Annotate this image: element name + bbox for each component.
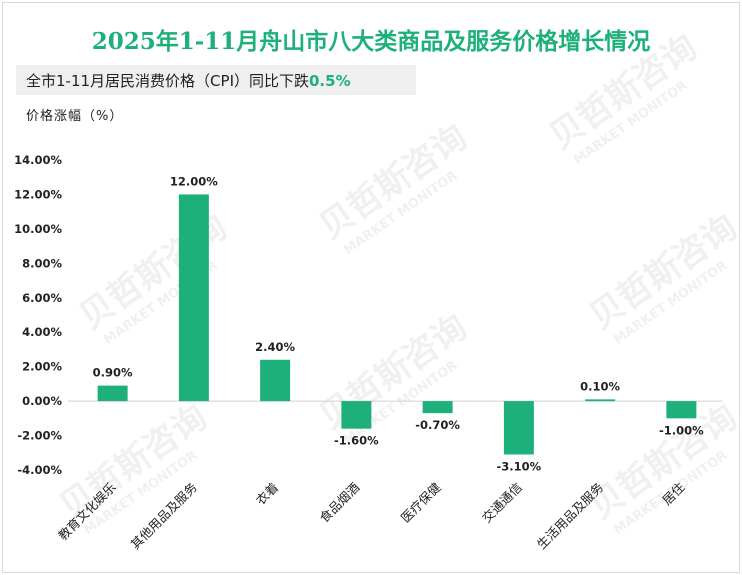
y-tick-label: 8.00%	[22, 256, 62, 270]
bar-layer	[97, 194, 697, 455]
subtitle-prefix: 全市1-11月居民消费价格（CPI）同比下跌	[26, 72, 309, 90]
y-tick-label: 12.00%	[14, 187, 62, 201]
y-tick-label: 14.00%	[14, 153, 62, 167]
y-tick-label: 2.00%	[22, 360, 62, 374]
bar	[97, 385, 128, 402]
y-tick-label: 0.00%	[22, 394, 62, 408]
bar	[585, 399, 616, 402]
category-label: 生活用品及服务	[534, 480, 606, 552]
category-label: 医疗保健	[398, 479, 444, 525]
data-label: 2.40%	[255, 340, 295, 354]
subtitle-box	[16, 65, 416, 95]
y-axis-label: 价格涨幅（%）	[26, 109, 124, 124]
y-tick-label: 10.00%	[14, 222, 62, 236]
bar	[178, 194, 209, 402]
subtitle: 全市1-11月居民消费价格（CPI）同比下跌0.5%	[26, 70, 351, 91]
bar	[341, 401, 372, 429]
y-tick-label: -2.00%	[17, 429, 62, 443]
data-label: -0.70%	[415, 418, 460, 432]
bar	[666, 401, 697, 419]
category-label: 食品烟酒	[317, 480, 363, 526]
data-label: 0.90%	[93, 366, 133, 380]
bar	[260, 359, 291, 402]
y-tick-label: -4.00%	[17, 463, 62, 477]
bar	[422, 401, 453, 414]
data-label: -1.60%	[334, 434, 379, 448]
chart-title: 2025年1-11月舟山市八大类商品及服务价格增长情况	[91, 28, 651, 55]
data-label: 0.10%	[580, 379, 620, 393]
category-label: 衣着	[253, 480, 281, 508]
data-label: 12.00%	[170, 174, 218, 188]
subtitle-value: 0.5%	[309, 72, 351, 90]
category-label: 交通通信	[479, 480, 525, 526]
bar	[503, 401, 534, 455]
axis-layer: 14.00% 12.00% 10.00% 8.00% 6.00% 4.00% 2.00% 0.…	[14, 153, 722, 477]
y-tick-label: 4.00%	[22, 325, 62, 339]
data-label: -3.10%	[497, 460, 542, 474]
y-tick-label: 6.00%	[22, 291, 62, 305]
data-label: -1.00%	[659, 423, 704, 437]
